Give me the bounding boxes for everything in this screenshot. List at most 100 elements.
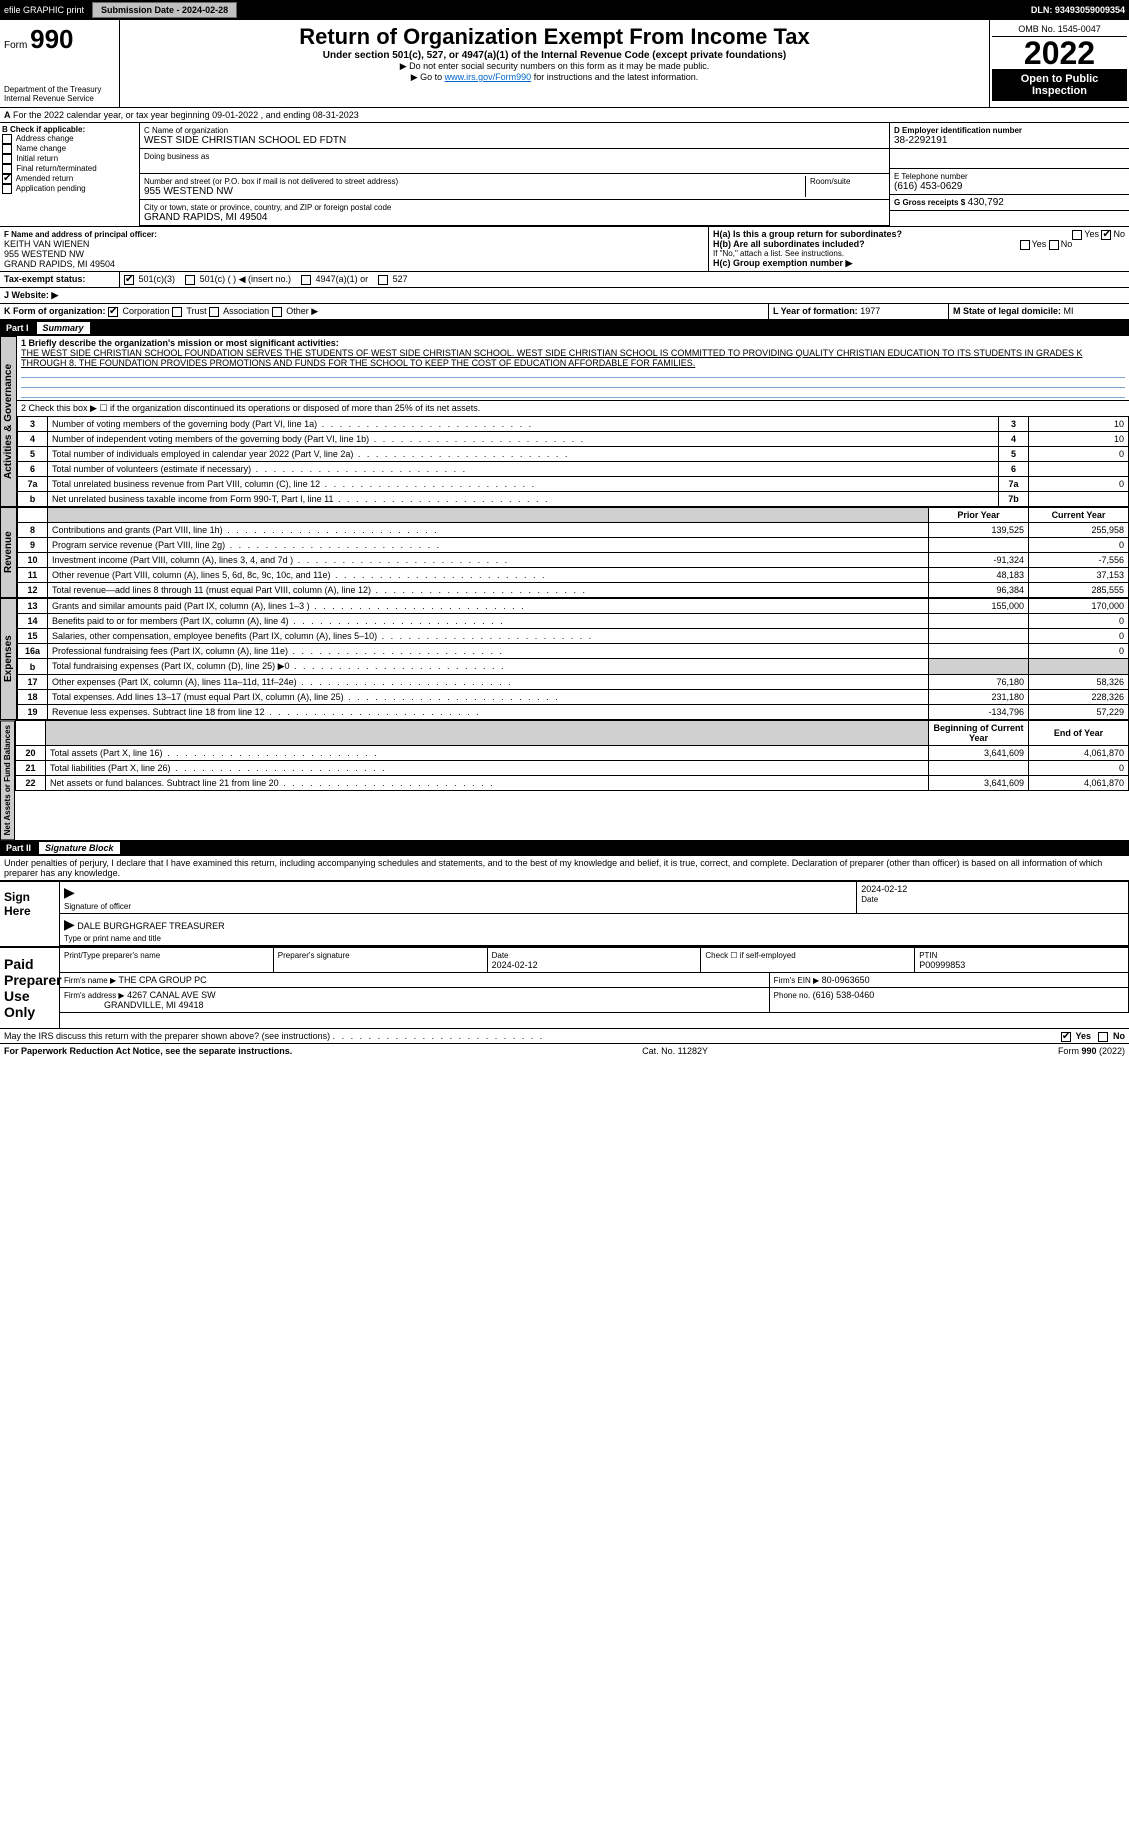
ptin-label: PTIN <box>919 951 937 960</box>
current-value: 4,061,870 <box>1029 746 1129 761</box>
line-value <box>1029 462 1129 477</box>
b-checkbox-4[interactable] <box>2 174 12 184</box>
current-value: 57,229 <box>1029 705 1129 720</box>
form-number: Form 990 <box>4 24 115 55</box>
firm-name: THE CPA GROUP PC <box>118 975 206 985</box>
officer-name: KEITH VAN WIENEN <box>4 239 89 249</box>
b-checkbox-0[interactable] <box>2 134 12 144</box>
line-text: Total unrelated business revenue from Pa… <box>48 477 999 492</box>
row-f-h: F Name and address of principal officer:… <box>0 227 1129 272</box>
firm-name-label: Firm's name ▶ <box>64 976 116 985</box>
pra-notice: For Paperwork Reduction Act Notice, see … <box>4 1046 292 1056</box>
ha-yes-checkbox[interactable] <box>1072 230 1082 240</box>
row-i: Tax-exempt status: 501(c)(3) 501(c) ( ) … <box>0 272 1129 288</box>
j-label: J Website: ▶ <box>4 290 58 300</box>
line-no: 20 <box>16 746 46 761</box>
k-other-checkbox[interactable] <box>272 307 282 317</box>
line-text: Revenue less expenses. Subtract line 18 … <box>48 705 929 720</box>
prior-value: -91,324 <box>929 553 1029 568</box>
ein: 38-2292191 <box>894 135 947 146</box>
col-b-checkboxes: B Check if applicable: Address change Na… <box>0 123 140 226</box>
date-label: Date <box>861 895 878 904</box>
perjury-declaration: Under penalties of perjury, I declare th… <box>0 856 1129 880</box>
i-4947-checkbox[interactable] <box>301 275 311 285</box>
line-text: Grants and similar amounts paid (Part IX… <box>48 599 929 614</box>
tab-net-assets: Net Assets or Fund Balances <box>0 720 15 840</box>
gross-receipts: 430,792 <box>968 197 1004 208</box>
i-501c3-checkbox[interactable] <box>124 275 134 285</box>
expenses-table: 13Grants and similar amounts paid (Part … <box>17 598 1129 720</box>
city-state-zip: GRAND RAPIDS, MI 49504 <box>144 212 267 223</box>
tab-expenses: Expenses <box>0 598 17 720</box>
line-text: Total liabilities (Part X, line 26) <box>46 761 929 776</box>
line-value: 10 <box>1029 417 1129 432</box>
line-text: Total number of volunteers (estimate if … <box>48 462 999 477</box>
sign-here-label: Sign Here <box>0 882 60 946</box>
form-title: Return of Organization Exempt From Incom… <box>124 24 985 50</box>
line-text: Number of voting members of the governin… <box>48 417 999 432</box>
ha-no-checkbox[interactable] <box>1101 230 1111 240</box>
discuss-yes-checkbox[interactable] <box>1061 1032 1071 1042</box>
i-527-checkbox[interactable] <box>378 275 388 285</box>
line-text: Total number of individuals employed in … <box>48 447 999 462</box>
firm-addr1: 4267 CANAL AVE SW <box>127 990 216 1000</box>
form-header: Form 990 Department of the Treasury Inte… <box>0 20 1129 108</box>
line-no: b <box>18 659 48 675</box>
current-value: 0 <box>1029 761 1129 776</box>
line-text: Net assets or fund balances. Subtract li… <box>46 776 929 791</box>
line-no: 21 <box>16 761 46 776</box>
b-checkbox-5[interactable] <box>2 184 12 194</box>
f-label: F Name and address of principal officer: <box>4 230 157 239</box>
b-checkbox-1[interactable] <box>2 144 12 154</box>
line-value: 0 <box>1029 477 1129 492</box>
line-text: Number of independent voting members of … <box>48 432 999 447</box>
tab-governance: Activities & Governance <box>0 336 17 507</box>
firm-ein-label: Firm's EIN ▶ <box>774 976 819 985</box>
self-emp-label: Check ☐ if self-employed <box>705 951 795 960</box>
k-corp-checkbox[interactable] <box>108 307 118 317</box>
current-value: 0 <box>1029 629 1129 644</box>
line-no: 16a <box>18 644 48 659</box>
prior-value: 139,525 <box>929 523 1029 538</box>
current-value: 0 <box>1029 614 1129 629</box>
irs-link[interactable]: www.irs.gov/Form990 <box>445 72 532 82</box>
tax-year: 2022 <box>992 37 1127 69</box>
hb-no-checkbox[interactable] <box>1049 240 1059 250</box>
k-assoc-checkbox[interactable] <box>209 307 219 317</box>
prior-value <box>929 644 1029 659</box>
line-text: Salaries, other compensation, employee b… <box>48 629 929 644</box>
firm-addr2: GRANDVILLE, MI 49418 <box>104 1000 204 1010</box>
current-value <box>1029 659 1129 675</box>
city-label: City or town, state or province, country… <box>144 203 391 212</box>
i-501c-checkbox[interactable] <box>185 275 195 285</box>
phone: (616) 453-0629 <box>894 181 962 192</box>
open-public-badge: Open to Public Inspection <box>992 69 1127 101</box>
current-value: -7,556 <box>1029 553 1129 568</box>
ssn-warning: ▶ Do not enter social security numbers o… <box>124 61 985 72</box>
hb-yes-checkbox[interactable] <box>1020 240 1030 250</box>
current-value: 58,326 <box>1029 675 1129 690</box>
c-label: C Name of organization <box>144 126 228 135</box>
form-subtitle: Under section 501(c), 527, or 4947(a)(1)… <box>124 50 985 61</box>
ha-label: H(a) Is this a group return for subordin… <box>713 229 902 239</box>
ptin: P00999853 <box>919 960 965 970</box>
efile-label: efile GRAPHIC print <box>4 5 84 15</box>
page-footer: For Paperwork Reduction Act Notice, see … <box>0 1043 1129 1058</box>
line-no: 3 <box>18 417 48 432</box>
firm-ein: 80-0963650 <box>822 975 870 985</box>
instructions-link-line: ▶ Go to www.irs.gov/Form990 for instruct… <box>124 72 985 83</box>
prior-value: -134,796 <box>929 705 1029 720</box>
sign-here-block: Sign Here ▶Signature of officer 2024-02-… <box>0 880 1129 946</box>
b-checkbox-2[interactable] <box>2 154 12 164</box>
discuss-no-checkbox[interactable] <box>1098 1032 1108 1042</box>
line-no: 11 <box>18 568 48 583</box>
line-box: 3 <box>999 417 1029 432</box>
hc-label: H(c) Group exemption number ▶ <box>713 258 852 268</box>
g-label: G Gross receipts $ <box>894 198 965 207</box>
dba-label: Doing business as <box>144 152 209 161</box>
submission-date-button[interactable]: Submission Date - 2024-02-28 <box>92 2 237 18</box>
prior-value <box>929 761 1029 776</box>
officer-printed-name: DALE BURGHGRAEF TREASURER <box>77 921 224 931</box>
k-trust-checkbox[interactable] <box>172 307 182 317</box>
firm-addr-label: Firm's address ▶ <box>64 991 125 1000</box>
